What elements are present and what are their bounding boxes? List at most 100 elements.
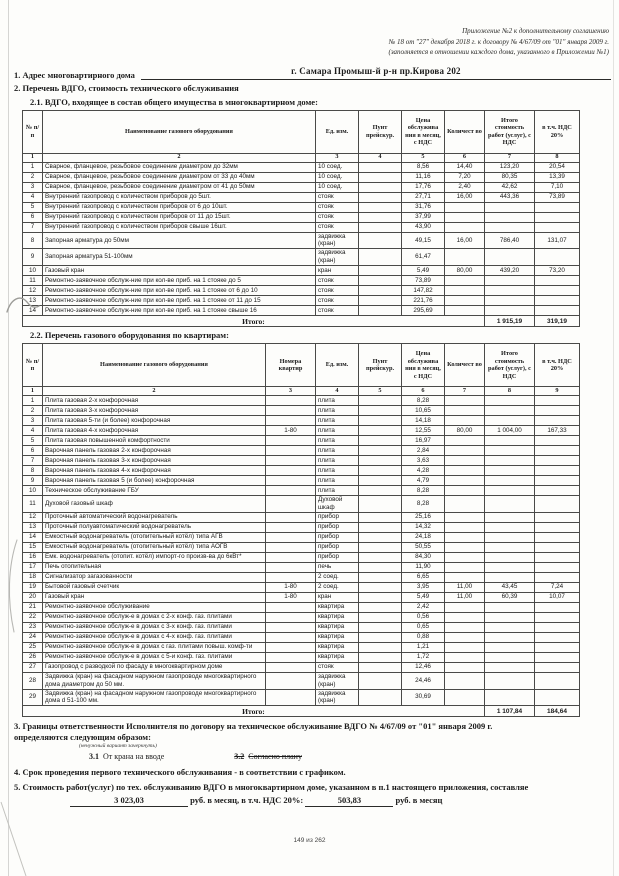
cell-price: 295,69 (401, 305, 445, 317)
cell-apts: 1-80 (265, 581, 316, 593)
cell-total (484, 485, 535, 497)
cell-qty (444, 641, 485, 653)
cell-name: Ремонтно-заявочное обслуж-е в домах с 3-… (42, 621, 266, 633)
cell-unit: стояк (315, 275, 359, 287)
table2-header-vat: в т.ч. НДС 20% (534, 343, 580, 388)
column-number: 1 (22, 152, 43, 163)
cell-qty (444, 435, 485, 447)
cell-price: 30,69 (401, 688, 445, 707)
cell-total (484, 201, 535, 213)
cell-vat (534, 651, 580, 663)
cell-vat (534, 405, 580, 417)
cell-name: Техническое обслуживание ГБУ (42, 485, 266, 497)
column-number: 9 (534, 386, 580, 397)
cost-summary: 3 023,03 руб. в месяц, в т.ч. НДС 20%: 5… (70, 795, 619, 807)
option-3-2: 3.2 Согласно плану (234, 752, 302, 762)
cell-vat (534, 641, 580, 653)
cell-total (484, 248, 535, 267)
cell-vat (534, 221, 580, 233)
column-number: 2 (42, 386, 266, 397)
cell-punkt (358, 161, 402, 173)
table-row: 28 Задвижка (кран) на фасадном наружном г… (22, 671, 580, 690)
cell-vat (534, 465, 580, 477)
table1-header-row: № п/п Наименование газового оборудования… (22, 109, 580, 154)
cell-total (484, 521, 535, 533)
section-2-1-title: 2.1. ВДГО, входящее в состав общего имущ… (30, 96, 318, 107)
cell-apts (265, 541, 316, 553)
cell-punkt (358, 485, 402, 497)
cell-apts (265, 621, 316, 633)
cell-total (484, 405, 535, 417)
cell-vat (534, 445, 580, 457)
cell-name: Печь отопительная (42, 561, 266, 573)
cell-punkt (358, 181, 402, 193)
cell-price: 4,28 (401, 465, 445, 477)
handwritten-arc-mark (8, 539, 18, 633)
section-3: 3. Границы ответственности Исполнителя п… (14, 721, 611, 763)
cell-vat: 13,39 (534, 171, 580, 183)
cell-unit: 10 соед. (315, 161, 359, 173)
cell-total (484, 531, 535, 543)
cell-vat (534, 485, 580, 497)
cell-unit: плита (315, 405, 359, 417)
cell-total (484, 435, 535, 447)
cell-qty: 16,00 (444, 231, 485, 250)
cell-vat: 167,33 (534, 425, 580, 437)
cell-total (484, 631, 535, 643)
cell-apts (265, 688, 316, 707)
cell-unit: прибор (315, 551, 359, 563)
cell-qty: 80,00 (444, 425, 485, 437)
cell-price: 17,76 (401, 181, 445, 193)
cell-qty: 11,00 (444, 591, 485, 603)
cell-apts (265, 641, 316, 653)
table1-total-row: Итого: 1 915,19 319,19 (22, 315, 580, 328)
cell-n: 7 (22, 221, 43, 233)
cell-total: 80,35 (484, 171, 535, 183)
cell-total (484, 395, 535, 407)
cell-price: 14,18 (401, 415, 445, 427)
column-number: 7 (484, 152, 535, 163)
cell-apts (265, 465, 316, 477)
cell-punkt (358, 688, 402, 707)
cell-unit: стояк (315, 661, 359, 673)
cell-n: 13 (22, 295, 43, 307)
cell-punkt (358, 571, 402, 583)
cell-total (484, 305, 535, 317)
cell-unit: плита (315, 435, 359, 447)
cell-price: 8,28 (401, 495, 445, 513)
cell-apts: 1-80 (265, 425, 316, 437)
table1-header-name: Наименование газового оборудования (42, 109, 316, 154)
cell-n: 2 (22, 171, 43, 183)
cell-price: 73,89 (401, 275, 445, 287)
cell-vat (534, 395, 580, 407)
table-common-property: № п/п Наименование газового оборудования… (22, 109, 580, 328)
table2-total-row: Итого: 1 107,84 184,64 (22, 705, 580, 718)
cell-unit: плита (315, 395, 359, 407)
cell-name: Проточный автоматический водонагреватель (42, 511, 266, 523)
cell-name: Сигнализатор загазованности (42, 571, 266, 583)
cell-unit: стояк (315, 295, 359, 307)
cell-punkt (358, 395, 402, 407)
table-row: 25 Ремонтно-заявочное обслуж-е в домах с … (22, 641, 580, 653)
cell-total: 786,40 (484, 231, 535, 250)
cell-unit: квартира (315, 631, 359, 643)
column-number: 8 (484, 386, 535, 397)
cell-total: 43,45 (484, 581, 535, 593)
cell-price: 24,18 (401, 531, 445, 543)
cell-name: Запорная арматура до 50мм (42, 231, 316, 250)
table-row: 26 Ремонтно-заявочное обслуж-е в домах с … (22, 651, 580, 663)
cell-apts (265, 601, 316, 613)
cell-n: 23 (22, 621, 43, 633)
cell-qty (444, 521, 485, 533)
section-3-line-1: 3. Границы ответственности Исполнителя п… (14, 721, 493, 732)
cell-unit: задвижка (кран) (315, 248, 359, 267)
cell-n: 10 (22, 265, 43, 277)
cell-punkt (358, 541, 402, 553)
cell-vat (534, 661, 580, 673)
cell-qty (444, 475, 485, 487)
cell-name: Ремонтно-заявочное обслуж-ние при кол-ве… (42, 295, 316, 307)
cell-vat (534, 688, 580, 707)
cell-unit: прибор (315, 541, 359, 553)
